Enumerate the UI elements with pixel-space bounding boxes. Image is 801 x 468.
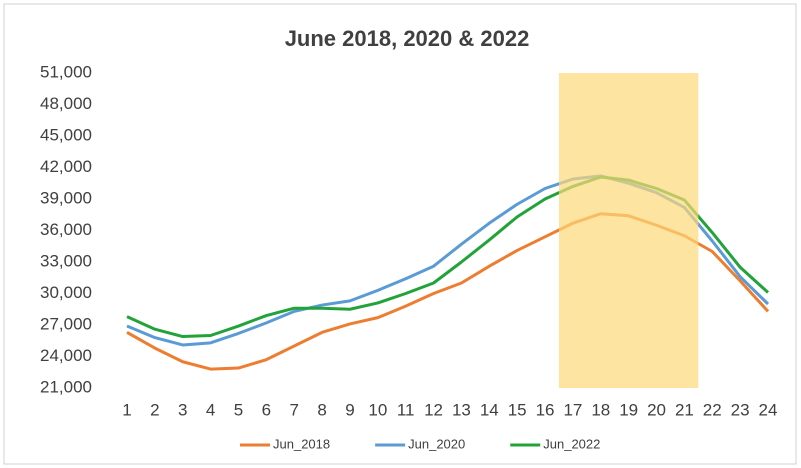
y-tick-label: 42,000 (40, 157, 92, 176)
x-tick-label: 1 (122, 400, 131, 419)
x-tick-label: 14 (480, 400, 499, 419)
legend-label: Jun_2020 (408, 436, 465, 451)
x-tick-label: 21 (675, 400, 694, 419)
y-tick-label: 51,000 (40, 62, 92, 81)
x-tick-label: 10 (368, 400, 387, 419)
x-tick-label: 22 (703, 400, 722, 419)
x-tick-label: 11 (397, 400, 415, 419)
x-tick-label: 8 (317, 400, 326, 419)
legend-label: Jun_2022 (543, 436, 600, 451)
x-tick-label: 3 (178, 400, 187, 419)
y-tick-label: 48,000 (40, 94, 92, 113)
x-tick-label: 15 (508, 400, 527, 419)
y-tick-label: 27,000 (40, 314, 92, 333)
y-tick-label: 33,000 (40, 251, 92, 270)
x-tick-label: 6 (262, 400, 271, 419)
x-tick-label: 12 (424, 400, 443, 419)
x-tick-label: 24 (759, 400, 778, 419)
x-tick-label: 7 (289, 400, 298, 419)
y-tick-label: 24,000 (40, 346, 92, 365)
y-tick-label: 36,000 (40, 220, 92, 239)
x-tick-label: 16 (536, 400, 555, 419)
y-tick-label: 21,000 (40, 377, 92, 396)
x-tick-label: 13 (452, 400, 471, 419)
x-tick-label: 19 (619, 400, 638, 419)
x-tick-label: 9 (345, 400, 354, 419)
highlight-band (558, 73, 699, 388)
x-tick-label: 20 (647, 400, 666, 419)
x-tick-label: 17 (563, 400, 582, 419)
y-tick-label: 39,000 (40, 188, 92, 207)
x-tick-label: 23 (731, 400, 750, 419)
legend-label: Jun_2018 (273, 436, 330, 451)
chart-title: June 2018, 2020 & 2022 (285, 26, 530, 51)
y-tick-label: 45,000 (40, 125, 92, 144)
x-tick-label: 2 (150, 400, 159, 419)
y-tick-label: 30,000 (40, 283, 92, 302)
x-tick-label: 4 (206, 400, 215, 419)
x-tick-label: 5 (234, 400, 243, 419)
x-tick-label: 18 (591, 400, 610, 419)
